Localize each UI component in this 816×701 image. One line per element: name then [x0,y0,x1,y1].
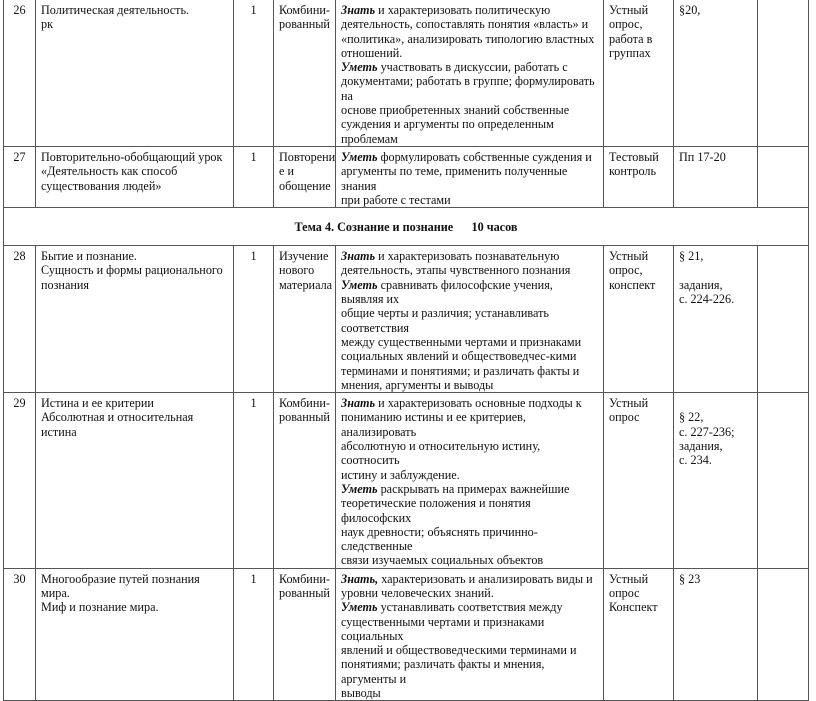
homework: Пп 17-20 [673,145,758,209]
keyword: Знать [341,3,376,17]
lesson-hours: 1 [233,0,274,147]
extra-column [757,0,809,147]
extra-column [757,567,809,701]
keyword: Знать [341,249,376,264]
requirement-text: сравнивать философские учения, выявляя и… [341,277,582,392]
lesson-number: 30 [3,567,36,701]
theme-row: Тема 4. Сознание и познание 10 часов [3,207,809,247]
table-row: 28 Бытие и познание. Сущность и формы рац… [3,245,809,394]
table-row: 29 Истина и ее критерии Абсолютная и отно… [3,392,809,569]
lesson-hours: 1 [233,145,274,209]
lesson-requirements: Знать и характеризовать политическую дея… [335,0,604,147]
lesson-type: Изучение нового материала [273,245,336,394]
keyword: Уметь [341,481,378,496]
requirement-text: участвовать в дискуссии, работать с доку… [341,60,595,146]
lesson-topic: Политическая деятельность. рк [35,0,234,147]
table-row: 30 Многообразие путей познания мира. Миф … [3,567,809,701]
keyword: Уметь [341,600,378,615]
lesson-requirements: Знать и характеризовать познавательную д… [335,245,604,394]
keyword: Уметь [341,149,378,164]
lesson-number: 28 [3,245,36,394]
requirement-text: и характеризовать основные подходы к пон… [341,396,582,482]
requirement-text: и характеризовать познавательную деятель… [341,249,571,278]
requirement-text: характеризовать и анализировать виды и у… [341,571,593,600]
control-form: Устный опрос, работа в группах [603,0,674,147]
lesson-requirements: Знать, характеризовать и анализировать в… [335,567,604,701]
homework: § 23 [673,567,758,701]
keyword: Знать [341,396,376,411]
requirement-text: устанавливать соответствия между существ… [341,600,577,701]
homework: § 21, задания, с. 224-226. [673,245,758,394]
lesson-hours: 1 [233,245,274,394]
table-row: 26 Политическая деятельность. рк 1 Комбини-… [3,0,809,147]
lesson-type: Комбини- рованный [273,0,336,147]
lesson-hours: 1 [233,392,274,569]
lesson-topic: Многообразие путей познания мира. Миф и … [35,567,234,701]
lesson-requirements: Уметь формулировать собственные суждения… [335,145,604,209]
lesson-number: 26 [3,0,36,147]
lesson-type: Комбини- рованный [273,567,336,701]
lesson-requirements: Знать и характеризовать основные подходы… [335,392,604,569]
lesson-hours: 1 [233,567,274,701]
keyword: Уметь [341,277,378,292]
extra-column [757,245,809,394]
extra-column [757,392,809,569]
keyword: Уметь [341,60,378,75]
control-form: Тестовый контроль [603,145,674,209]
keyword: Знать, [341,571,379,586]
control-form: Устный опрос, конспект [603,245,674,394]
lesson-plan-table: 26 Политическая деятельность. рк 1 Комбини-… [3,0,809,701]
theme-heading: Тема 4. Сознание и познание 10 часов [3,207,809,247]
lesson-topic: Истина и ее критерии Абсолютная и относи… [35,392,234,569]
table-row: 27 Повторительно-обобщающий урок «Деятель… [3,145,809,209]
lesson-number: 29 [3,392,36,569]
extra-column [757,145,809,209]
lesson-topic: Повторительно-обобщающий урок «Деятельно… [35,145,234,209]
control-form: Устный опрос [603,392,674,569]
lesson-number: 27 [3,145,36,209]
lesson-type: Комбини- рованный [273,392,336,569]
lesson-topic: Бытие и познание. Сущность и формы рацио… [35,245,234,394]
requirement-text: формулировать собственные суждения и арг… [341,149,592,207]
homework: §20, [673,0,758,147]
homework: § 22, с. 227-236; задания, с. 234. [673,392,758,569]
control-form: Устный опрос Конспект [603,567,674,701]
requirement-text: и характеризовать политическую деятельно… [341,3,595,60]
lesson-type: Повторени е и обощение [273,145,336,209]
